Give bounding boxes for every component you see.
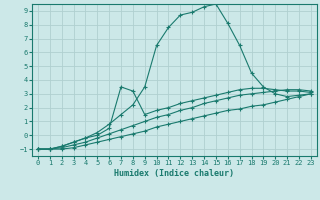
X-axis label: Humidex (Indice chaleur): Humidex (Indice chaleur): [115, 169, 234, 178]
